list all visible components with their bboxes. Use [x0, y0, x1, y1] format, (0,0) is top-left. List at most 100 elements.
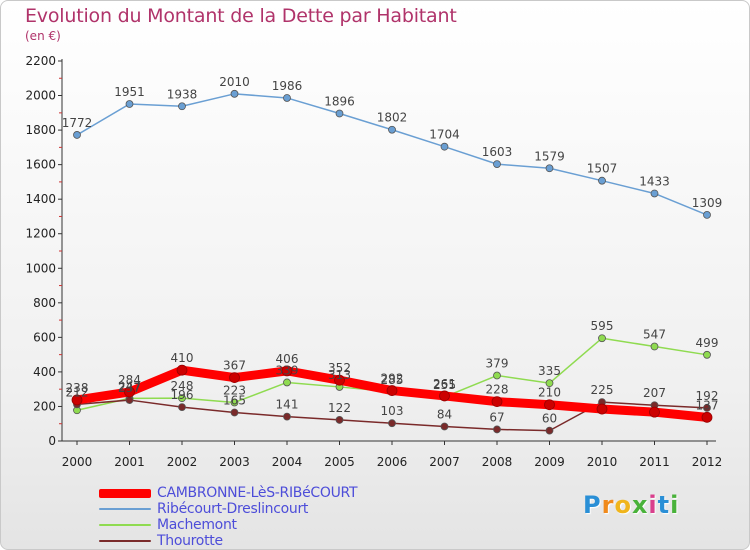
data-label: 192	[696, 389, 719, 403]
legend-swatch	[99, 508, 151, 510]
logo-letter: r	[601, 491, 615, 519]
data-point	[73, 131, 81, 139]
data-label: 196	[171, 388, 194, 402]
data-label: 1896	[324, 95, 355, 109]
data-label: 228	[486, 383, 509, 397]
data-point	[545, 379, 554, 388]
data-label: 247	[118, 379, 141, 393]
data-point	[176, 364, 188, 376]
x-tick-label: 2012	[692, 455, 723, 469]
data-point	[545, 426, 554, 435]
data-point	[650, 189, 659, 198]
data-label: 255	[433, 378, 456, 392]
data-point	[701, 411, 713, 423]
data-label: 248	[171, 379, 194, 393]
data-point	[493, 371, 501, 380]
data-label: 410	[171, 351, 194, 365]
data-point	[388, 419, 396, 428]
data-label: 292	[381, 372, 404, 386]
x-tick-label: 2011	[639, 455, 670, 469]
data-point	[650, 342, 659, 351]
data-label: 595	[591, 319, 614, 333]
data-point	[230, 398, 239, 407]
legend-item: CAMBRONNE-LèS-RIBéCOURT	[99, 485, 358, 501]
legend-label: Machemont	[157, 517, 237, 533]
data-label: 212	[66, 385, 89, 399]
data-label: 1938	[167, 87, 198, 101]
data-label: 122	[328, 401, 351, 415]
data-label: 339	[276, 363, 299, 377]
legend-label: Thourotte	[157, 533, 223, 549]
x-tick-label: 2006	[377, 455, 408, 469]
data-label: 1433	[639, 174, 670, 188]
legend-item: Machemont	[99, 517, 357, 533]
data-point	[544, 399, 555, 411]
legend-swatch	[99, 524, 151, 526]
data-label: 313	[328, 368, 351, 382]
data-point	[545, 164, 554, 173]
x-tick-label: 2004	[272, 455, 303, 469]
data-point	[178, 394, 186, 403]
legend-item: Thourotte	[99, 533, 357, 549]
y-tick-label: 200	[33, 399, 56, 413]
logo-letter: o	[614, 491, 632, 519]
legend-swatch	[99, 540, 151, 542]
data-label: 103	[381, 404, 404, 418]
data-label: 237	[118, 381, 141, 395]
data-point	[178, 102, 186, 111]
logo-letter: i	[648, 491, 658, 519]
data-point	[334, 374, 345, 386]
data-point	[283, 378, 291, 387]
data-label: 1603	[482, 145, 513, 159]
data-point	[71, 394, 83, 406]
data-label: 2010	[219, 75, 250, 89]
y-tick-label: 0	[48, 434, 56, 448]
data-point	[440, 422, 449, 431]
data-label: 1579	[534, 149, 565, 163]
data-point	[493, 160, 501, 169]
data-point	[230, 408, 239, 417]
data-label: 225	[591, 383, 614, 397]
data-label: 84	[437, 407, 452, 421]
y-tick-label: 2000	[25, 89, 56, 103]
x-tick-label: 2000	[62, 455, 93, 469]
data-label: 261	[433, 377, 456, 391]
legend-label: CAMBRONNE-LèS-RIBéCOURT	[157, 485, 358, 501]
data-point	[703, 403, 711, 412]
data-label: 60	[542, 412, 557, 426]
data-point	[283, 94, 291, 102]
x-tick-label: 2008	[482, 455, 513, 469]
data-label: 207	[643, 386, 666, 400]
data-label: 367	[223, 359, 246, 373]
data-point	[493, 425, 501, 434]
data-point	[439, 390, 450, 402]
legend-label: Ribécourt-Dreslincourt	[157, 501, 309, 517]
data-label: 238	[66, 381, 89, 395]
data-label: 547	[643, 328, 666, 342]
y-tick-label: 1000	[25, 261, 56, 275]
y-tick-label: 1400	[25, 192, 56, 206]
data-point	[283, 412, 291, 421]
y-tick-label: 600	[33, 330, 56, 344]
data-label: 352	[328, 361, 351, 375]
x-tick-label: 2002	[167, 455, 198, 469]
y-tick-label: 800	[33, 296, 56, 310]
data-label: 379	[486, 357, 509, 371]
legend-swatch	[99, 488, 151, 498]
data-label: 406	[276, 352, 299, 366]
x-tick-label: 2005	[324, 455, 355, 469]
data-label: 1986	[272, 79, 303, 93]
y-tick-label: 2200	[25, 54, 56, 68]
logo-letter: P	[583, 491, 602, 519]
data-label: 137	[696, 398, 719, 412]
data-point	[598, 334, 606, 343]
data-label: 284	[118, 373, 141, 387]
chart-subtitle: (en €)	[25, 29, 61, 43]
data-point	[281, 365, 293, 377]
data-label: 335	[538, 364, 561, 378]
data-label: 1772	[62, 116, 93, 130]
data-label: 1309	[692, 196, 723, 210]
data-label: 285	[381, 373, 404, 387]
data-point	[124, 386, 135, 398]
